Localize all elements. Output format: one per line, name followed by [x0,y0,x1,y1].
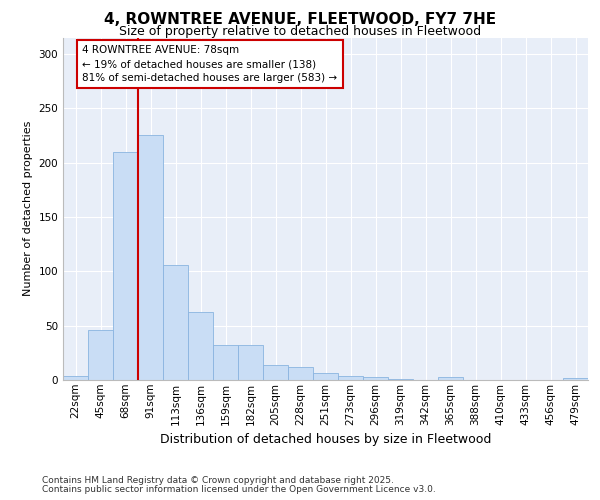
Text: Contains HM Land Registry data © Crown copyright and database right 2025.: Contains HM Land Registry data © Crown c… [42,476,394,485]
Bar [163,264,188,380]
Bar [313,374,338,380]
Text: 4, ROWNTREE AVENUE, FLEETWOOD, FY7 7HE: 4, ROWNTREE AVENUE, FLEETWOOD, FY7 7HE [104,12,496,28]
Bar [288,367,313,380]
Y-axis label: Number of detached properties: Number of detached properties [23,121,33,296]
Text: 4 ROWNTREE AVENUE: 78sqm
← 19% of detached houses are smaller (138)
81% of semi-: 4 ROWNTREE AVENUE: 78sqm ← 19% of detach… [83,45,338,83]
Text: Contains public sector information licensed under the Open Government Licence v3: Contains public sector information licen… [42,485,436,494]
Text: Size of property relative to detached houses in Fleetwood: Size of property relative to detached ho… [119,25,481,38]
Bar [238,345,263,380]
Bar [438,376,463,380]
Bar [213,345,238,380]
Bar [88,330,113,380]
Bar [563,378,588,380]
Bar [138,136,163,380]
Bar [388,379,413,380]
Bar [338,376,363,380]
Bar [188,312,213,380]
Bar [263,365,288,380]
Bar [63,376,88,380]
Bar [113,152,138,380]
X-axis label: Distribution of detached houses by size in Fleetwood: Distribution of detached houses by size … [160,433,491,446]
Bar [363,376,388,380]
